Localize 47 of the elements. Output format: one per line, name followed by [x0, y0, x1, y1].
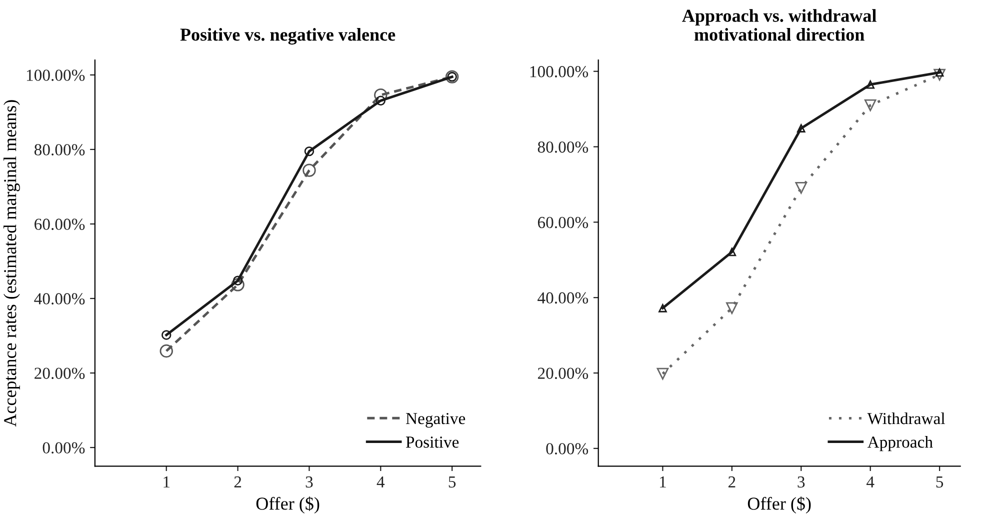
- point: [864, 99, 876, 112]
- point: [232, 276, 243, 286]
- y-tick-label: 100.00%: [530, 66, 588, 78]
- y-tick-label: 40.00%: [538, 292, 588, 304]
- point: [795, 182, 808, 194]
- point: [376, 96, 386, 106]
- x-tick-label: 2: [234, 476, 242, 488]
- x-tick-label: 1: [164, 476, 170, 488]
- y-tick-label: 80.00%: [34, 144, 85, 156]
- y-tick-label: 0.00%: [546, 443, 588, 454]
- x-tick-label: 4: [866, 476, 874, 488]
- legend-label: Negative: [406, 412, 466, 428]
- legend-label: Approach: [867, 436, 933, 452]
- chart-title: Positive vs. negative valence: [180, 28, 396, 45]
- y-axis-title: Acceptance rates (estimated marginal means): [4, 100, 20, 427]
- x-tick-label: 3: [798, 476, 805, 488]
- legend-label: Positive: [406, 436, 459, 448]
- point: [304, 146, 314, 156]
- y-tick-label: 20.00%: [538, 368, 588, 380]
- x-tick-label: 2: [728, 476, 736, 488]
- point: [160, 344, 173, 358]
- point: [796, 124, 806, 132]
- y-tick-label: 20.00%: [34, 368, 85, 380]
- point: [658, 304, 667, 312]
- point: [162, 330, 172, 340]
- y-tick-label: 0.00%: [42, 442, 85, 454]
- point: [656, 368, 669, 380]
- y-tick-label: 80.00%: [538, 141, 588, 153]
- chart-title: Approach vs. withdrawal motivational direction: [682, 9, 876, 41]
- point: [726, 302, 738, 314]
- point: [866, 80, 875, 89]
- x-axis-title: Offer ($): [748, 496, 811, 514]
- point: [231, 278, 244, 292]
- point: [302, 164, 316, 177]
- y-tick-label: 60.00%: [34, 218, 85, 230]
- y-tick-label: 60.00%: [538, 216, 588, 228]
- x-tick-label: 3: [306, 476, 313, 488]
- y-tick-label: 100.00%: [26, 70, 85, 81]
- x-tick-label: 1: [660, 476, 666, 488]
- point: [934, 68, 946, 81]
- x-tick-label: 5: [936, 476, 944, 488]
- legend-label: Withdrawal: [867, 412, 945, 424]
- x-tick-label: 5: [448, 476, 456, 488]
- point: [728, 248, 736, 256]
- x-tick-label: 4: [376, 476, 385, 488]
- y-tick-label: 40.00%: [34, 293, 85, 305]
- x-axis-title: Offer ($): [256, 496, 320, 514]
